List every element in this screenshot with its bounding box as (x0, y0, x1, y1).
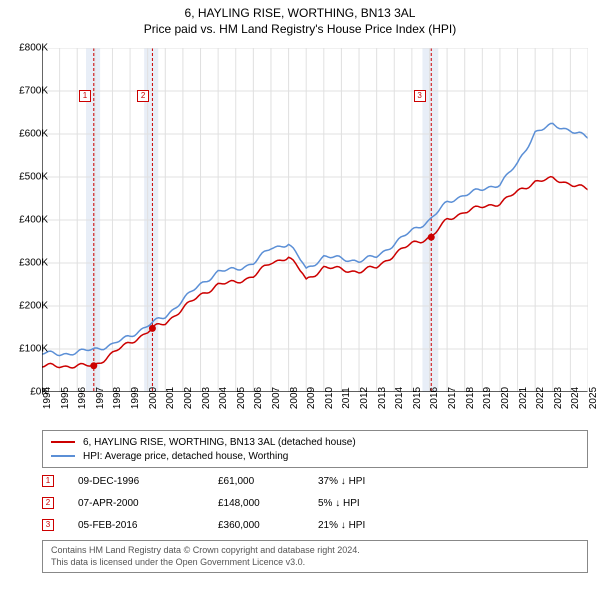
legend: 6, HAYLING RISE, WORTHING, BN13 3AL (det… (42, 430, 588, 468)
x-tick-label: 1996 (77, 387, 88, 409)
y-tick-label: £500K (8, 172, 48, 183)
legend-swatch (51, 455, 75, 457)
x-tick-label: 2022 (535, 387, 546, 409)
x-tick-label: 2010 (324, 387, 335, 409)
y-tick-label: £200K (8, 301, 48, 312)
x-tick-label: 2001 (165, 387, 176, 409)
event-row: 1 09-DEC-1996£61,00037% ↓ HPI (42, 470, 588, 492)
y-tick-label: £300K (8, 258, 48, 269)
legend-label: HPI: Average price, detached house, Wort… (83, 451, 288, 462)
legend-swatch (51, 441, 75, 443)
x-tick-label: 2021 (518, 387, 529, 409)
event-price: £148,000 (218, 498, 318, 509)
event-price: £61,000 (218, 476, 318, 487)
x-tick-label: 2024 (570, 387, 581, 409)
x-tick-label: 1998 (112, 387, 123, 409)
x-tick-label: 1995 (60, 387, 71, 409)
x-tick-label: 2007 (271, 387, 282, 409)
x-tick-label: 1999 (130, 387, 141, 409)
event-row: 2 07-APR-2000£148,0005% ↓ HPI (42, 492, 588, 514)
y-tick-label: £400K (8, 215, 48, 226)
footer-line2: This data is licensed under the Open Gov… (51, 557, 579, 569)
x-tick-label: 2018 (465, 387, 476, 409)
events-table: 1 09-DEC-1996£61,00037% ↓ HPI 2 07-APR-2000… (42, 470, 588, 536)
legend-item: HPI: Average price, detached house, Wort… (51, 449, 579, 463)
x-tick-label: 2017 (447, 387, 458, 409)
chart-svg (42, 48, 588, 392)
event-marker: 2 (42, 497, 54, 509)
x-tick-label: 2023 (553, 387, 564, 409)
y-tick-label: £800K (8, 43, 48, 54)
x-tick-label: 2009 (306, 387, 317, 409)
x-tick-label: 2013 (377, 387, 388, 409)
event-date: 05-FEB-2016 (78, 520, 218, 531)
chart-marker-1: 1 (79, 90, 91, 102)
x-tick-label: 2000 (148, 387, 159, 409)
x-tick-label: 2011 (341, 387, 352, 409)
y-tick-label: £600K (8, 129, 48, 140)
x-tick-label: 2012 (359, 387, 370, 409)
event-delta: 5% ↓ HPI (318, 498, 438, 509)
event-row: 3 05-FEB-2016£360,00021% ↓ HPI (42, 514, 588, 536)
x-tick-label: 2016 (429, 387, 440, 409)
x-tick-label: 2003 (201, 387, 212, 409)
event-marker: 1 (42, 475, 54, 487)
x-tick-label: 2020 (500, 387, 511, 409)
y-tick-label: £700K (8, 86, 48, 97)
footer-line1: Contains HM Land Registry data © Crown c… (51, 545, 579, 557)
title-block: 6, HAYLING RISE, WORTHING, BN13 3AL Pric… (0, 0, 600, 36)
event-delta: 37% ↓ HPI (318, 476, 438, 487)
event-delta: 21% ↓ HPI (318, 520, 438, 531)
event-date: 07-APR-2000 (78, 498, 218, 509)
chart-marker-2: 2 (137, 90, 149, 102)
y-tick-label: £100K (8, 344, 48, 355)
chart-plot-area (42, 48, 588, 392)
chart-title: 6, HAYLING RISE, WORTHING, BN13 3AL (0, 6, 600, 20)
footer-attribution: Contains HM Land Registry data © Crown c… (42, 540, 588, 573)
x-tick-label: 1994 (42, 387, 53, 409)
x-tick-label: 1997 (95, 387, 106, 409)
x-tick-label: 2014 (394, 387, 405, 409)
x-tick-label: 2006 (253, 387, 264, 409)
event-price: £360,000 (218, 520, 318, 531)
x-tick-label: 2004 (218, 387, 229, 409)
x-tick-label: 2015 (412, 387, 423, 409)
legend-item: 6, HAYLING RISE, WORTHING, BN13 3AL (det… (51, 435, 579, 449)
chart-marker-3: 3 (414, 90, 426, 102)
chart-container: 6, HAYLING RISE, WORTHING, BN13 3AL Pric… (0, 0, 600, 590)
x-tick-label: 2025 (588, 387, 599, 409)
x-tick-label: 2005 (236, 387, 247, 409)
legend-label: 6, HAYLING RISE, WORTHING, BN13 3AL (det… (83, 437, 356, 448)
x-tick-label: 2019 (482, 387, 493, 409)
x-tick-label: 2002 (183, 387, 194, 409)
x-tick-label: 2008 (289, 387, 300, 409)
event-marker: 3 (42, 519, 54, 531)
chart-subtitle: Price paid vs. HM Land Registry's House … (0, 22, 600, 36)
event-date: 09-DEC-1996 (78, 476, 218, 487)
